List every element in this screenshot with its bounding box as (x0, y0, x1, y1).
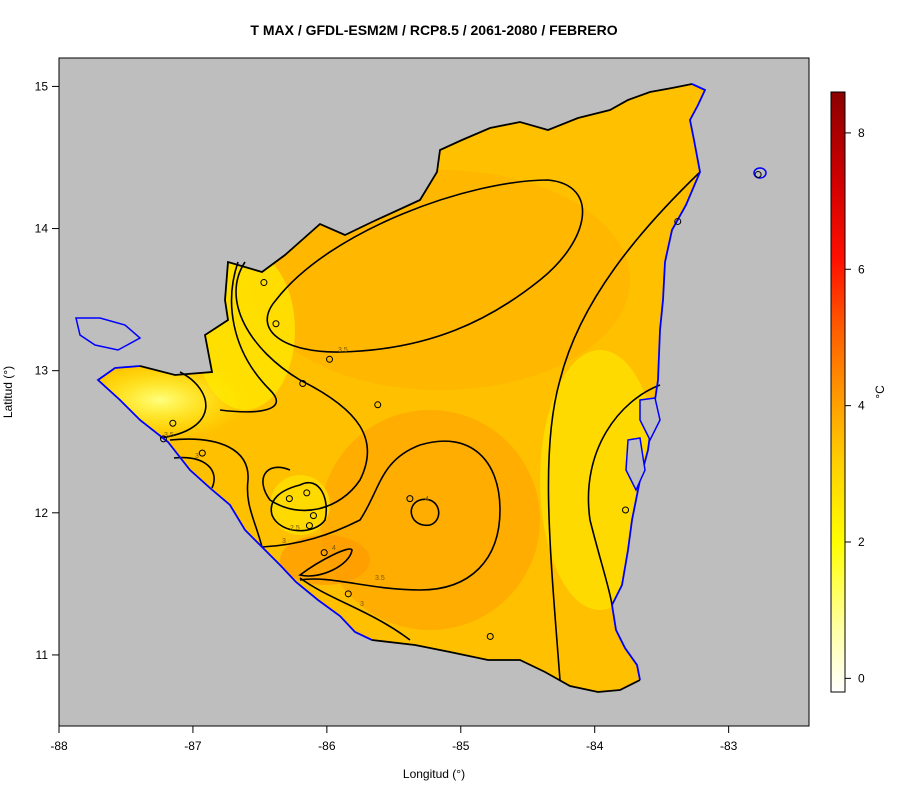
colorbar-unit: °C (873, 385, 887, 399)
contour-label: 4 (332, 545, 336, 552)
coastal-lagoon (625, 437, 646, 492)
contour-lines (159, 171, 701, 681)
x-axis: -88 -87 -86 -85 -84 -83 (50, 726, 738, 753)
station-marker (260, 279, 268, 287)
x-axis-label: Longitud (°) (403, 767, 465, 781)
x-tick-label: -86 (318, 739, 336, 753)
station-marker (344, 590, 352, 598)
contour-label: 2.5 (290, 525, 300, 532)
colorbar-tick-label: 2 (858, 535, 865, 549)
x-tick-label: -88 (50, 739, 68, 753)
station-marker (159, 435, 167, 443)
x-tick-label: -83 (720, 739, 738, 753)
map-title: T MAX / GFDL-ESM2M / RCP8.5 / 2061-2080 … (250, 22, 617, 38)
station-marker (309, 512, 317, 520)
lake-managua (75, 317, 142, 351)
station-marker (305, 522, 313, 530)
island (753, 167, 767, 179)
station-marker (303, 489, 311, 497)
x-tick-label: -85 (452, 739, 470, 753)
contour-label: 3.5 (338, 347, 348, 354)
x-tick-label: -84 (586, 739, 604, 753)
southern-border (371, 639, 641, 693)
colorbar-tick-label: 0 (858, 671, 865, 685)
colorbar-tick-label: 8 (858, 126, 865, 140)
contour-label: 3 (195, 453, 199, 460)
y-tick-label: 15 (35, 79, 49, 93)
stations (159, 171, 762, 640)
station-marker (326, 355, 334, 363)
y-tick-label: 14 (35, 222, 49, 236)
station-marker (674, 217, 682, 225)
colorbar (830, 91, 846, 693)
station-marker (272, 320, 280, 328)
contour-label: 4 (425, 496, 429, 503)
land-borders (139, 83, 693, 376)
y-axis: 11 12 13 14 15 (35, 79, 59, 662)
colorbar-tick-label: 4 (858, 399, 865, 413)
station-marker (285, 495, 293, 503)
contour-labels: 3.5 3 2.5 4 3.5 3 4 3.5 3 (164, 347, 429, 608)
station-marker (754, 171, 762, 179)
contour-label: 3.5 (164, 432, 174, 439)
colorbar-tick-label: 6 (858, 262, 865, 276)
x-tick-label: -87 (184, 739, 202, 753)
plot-frame (58, 57, 810, 727)
station-marker (299, 379, 307, 387)
y-tick-label: 13 (35, 364, 49, 378)
colorbar-ticks: 0 2 4 6 8 (845, 126, 865, 685)
pacific-coastline (96, 365, 373, 641)
nicaragua-coastline (611, 83, 707, 681)
y-axis-label: Latitud (°) (1, 366, 15, 418)
station-marker (486, 632, 494, 640)
station-marker (320, 549, 328, 557)
station-marker (406, 495, 414, 503)
station-marker (622, 506, 630, 514)
pearl-lagoon (639, 397, 661, 442)
contour-label: 3 (360, 601, 364, 608)
contour-label: 3.5 (375, 575, 385, 582)
station-marker (169, 419, 177, 427)
y-tick-label: 12 (35, 506, 49, 520)
contour-label: 3 (282, 538, 286, 545)
station-marker (198, 449, 206, 457)
y-tick-label: 11 (36, 648, 49, 662)
station-marker (374, 401, 382, 409)
